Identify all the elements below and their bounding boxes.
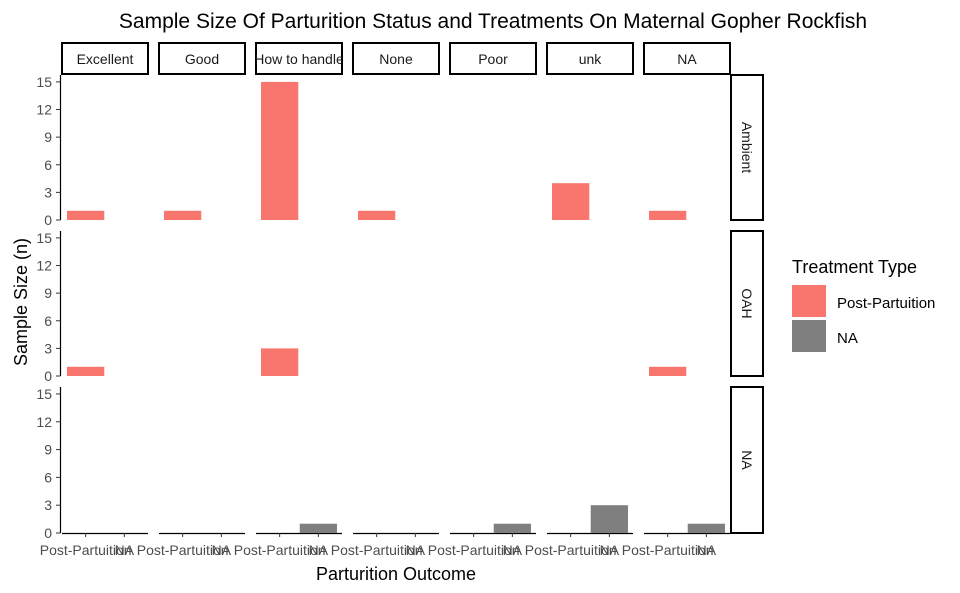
x-tick-label-unk-post-partuition: Post-Partuition [525,542,617,558]
y-tick-label-oah-3: 3 [44,340,52,356]
legend-label-na: NA [837,330,858,347]
x-tick-label-na-na: NA [697,542,717,558]
bar-na-how-to-handle-na [299,523,337,533]
column-strip-na [643,42,731,75]
row-strip-ambient [730,74,764,221]
column-strip-label-excellent: Excellent [77,51,134,67]
y-tick-label-ambient-0: 0 [44,212,52,228]
x-tick-label-how-to-handle-post-partuition: Post-Partuition [234,542,326,558]
x-tick-label-poor-post-partuition: Post-Partuition [428,542,520,558]
y-tick-label-na-6: 6 [44,469,52,485]
column-strip-none [352,42,440,75]
y-tick-label-ambient-12: 12 [36,102,52,118]
bar-na-na-na [687,523,725,533]
y-tick-label-ambient-6: 6 [44,157,52,173]
bar-oah-excellent-post-partuition [67,366,105,376]
x-tick-label-good-na: NA [212,542,232,558]
row-strip-label-ambient: Ambient [739,122,755,173]
legend-key-na [792,320,826,352]
x-tick-label-poor-na: NA [503,542,523,558]
bar-oah-na-post-partuition [649,366,687,376]
bar-na-poor-na [493,523,531,533]
chart-title: Sample Size Of Parturition Status and Tr… [119,10,867,33]
column-strip-excellent [61,42,149,75]
bar-ambient-excellent-post-partuition [67,210,105,220]
column-strip-good [158,42,246,75]
column-strip-poor [449,42,537,75]
bar-ambient-unk-post-partuition [552,183,590,220]
legend-title: Treatment Type [792,257,917,277]
legend-key-post-partuition [792,285,826,317]
column-strip-unk [546,42,634,75]
bar-na-unk-na [590,505,628,533]
column-strip-label-how-to-handle: How to handle [254,51,344,67]
x-tick-label-excellent-na: NA [115,542,135,558]
y-tick-label-na-15: 15 [36,386,52,402]
y-tick-label-na-12: 12 [36,414,52,430]
bar-ambient-how-to-handle-post-partuition [261,81,299,221]
x-axis-title: Parturition Outcome [316,564,476,584]
y-tick-label-ambient-15: 15 [36,74,52,90]
bar-ambient-none-post-partuition [358,210,396,220]
y-tick-label-oah-12: 12 [36,258,52,274]
bar-ambient-na-post-partuition [649,210,687,220]
y-tick-label-na-0: 0 [44,525,52,541]
column-strip-label-poor: Poor [478,51,508,67]
bar-oah-how-to-handle-post-partuition [261,348,299,376]
y-tick-label-oah-9: 9 [44,285,52,301]
row-strip-na [730,386,764,534]
row-strip-oah [730,230,764,377]
column-strip-label-unk: unk [579,51,603,67]
y-tick-label-oah-15: 15 [36,230,52,246]
column-strip-how-to-handle [255,42,343,75]
x-tick-label-excellent-post-partuition: Post-Partuition [40,542,132,558]
x-tick-label-na-post-partuition: Post-Partuition [622,542,714,558]
y-tick-label-oah-0: 0 [44,368,52,384]
x-tick-label-unk-na: NA [600,542,620,558]
column-strip-label-good: Good [185,51,219,67]
column-strip-label-none: None [379,51,413,67]
y-axis-title: Sample Size (n) [11,238,31,366]
x-tick-label-none-na: NA [406,542,426,558]
facet-grid: Excellent Good How to handle None Poor unk NA A… [36,42,764,558]
column-strip-label-na: NA [677,51,697,67]
y-tick-label-ambient-9: 9 [44,129,52,145]
y-tick-label-ambient-3: 3 [44,184,52,200]
row-strip-label-na: NA [739,450,755,470]
x-tick-label-how-to-handle-na: NA [309,542,329,558]
y-tick-label-oah-6: 6 [44,313,52,329]
y-tick-label-na-9: 9 [44,442,52,458]
legend-label-post-partuition: Post-Partuition [837,295,935,312]
x-tick-label-good-post-partuition: Post-Partuition [137,542,229,558]
y-tick-label-na-3: 3 [44,497,52,513]
legend: Treatment Type Post-Partuition NA [792,257,935,352]
row-strip-label-oah: OAH [739,288,755,318]
bar-ambient-good-post-partuition [164,210,202,220]
x-tick-label-none-post-partuition: Post-Partuition [331,542,423,558]
